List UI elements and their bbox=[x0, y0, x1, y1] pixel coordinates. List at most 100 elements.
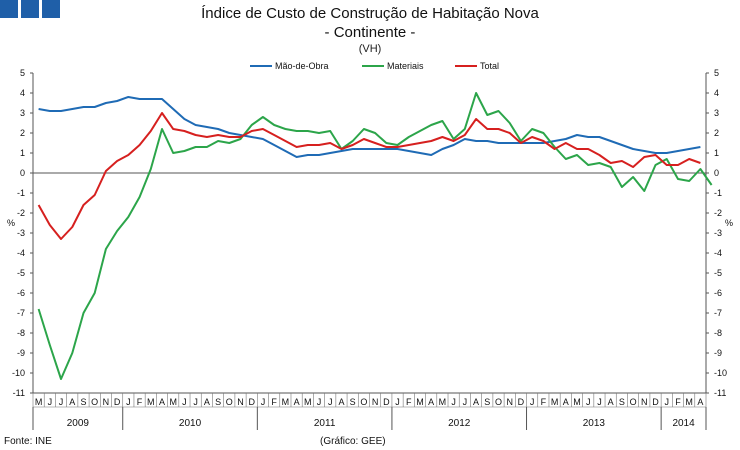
month-label: F bbox=[541, 397, 547, 407]
y-tick-label-right: 4 bbox=[714, 88, 719, 98]
chart-title-block: Índice de Custo de Construção de Habitaç… bbox=[0, 4, 740, 56]
month-label: J bbox=[59, 397, 64, 407]
y-tick-label-right: 0 bbox=[714, 168, 719, 178]
y-tick-label-right: -6 bbox=[714, 288, 722, 298]
month-label: M bbox=[551, 397, 559, 407]
year-label: 2014 bbox=[672, 418, 695, 429]
legend-label: Mão-de-Obra bbox=[275, 61, 329, 71]
month-label: J bbox=[664, 397, 669, 407]
y-tick-label-right: 1 bbox=[714, 148, 719, 158]
y-tick-label-left: -1 bbox=[17, 188, 25, 198]
y-tick-label-right: -5 bbox=[714, 268, 722, 278]
y-tick-label-right: -11 bbox=[714, 388, 726, 398]
y-tick-label-right: 2 bbox=[714, 128, 719, 138]
year-label: 2011 bbox=[314, 418, 336, 429]
month-label: N bbox=[372, 397, 379, 407]
y-tick-label-left: -8 bbox=[17, 328, 25, 338]
y-tick-label-right: -9 bbox=[714, 348, 722, 358]
month-label: J bbox=[317, 397, 322, 407]
month-label: J bbox=[182, 397, 187, 407]
month-label: F bbox=[137, 397, 143, 407]
y-tick-label-left: -7 bbox=[17, 308, 25, 318]
month-label: J bbox=[328, 397, 333, 407]
series-line bbox=[37, 112, 701, 240]
month-label: O bbox=[226, 397, 233, 407]
month-label: D bbox=[652, 397, 659, 407]
month-label: J bbox=[261, 397, 266, 407]
month-label: M bbox=[416, 397, 424, 407]
y-tick-label-right: -8 bbox=[714, 328, 722, 338]
source-note: Fonte: INE bbox=[4, 436, 52, 447]
y-tick-label-left: 5 bbox=[20, 68, 25, 78]
y-tick-label-left: -2 bbox=[17, 208, 25, 218]
month-label: N bbox=[641, 397, 648, 407]
y-tick-label-right: -3 bbox=[714, 228, 722, 238]
chart-title-region: - Continente - bbox=[324, 24, 416, 41]
month-label: F bbox=[271, 397, 277, 407]
series-line bbox=[38, 96, 701, 158]
month-label: J bbox=[193, 397, 198, 407]
month-label: M bbox=[147, 397, 155, 407]
y-tick-label-left: 4 bbox=[20, 88, 25, 98]
month-label: J bbox=[48, 397, 53, 407]
y-tick-label-left: -4 bbox=[17, 248, 25, 258]
y-tick-label-right: -1 bbox=[714, 188, 722, 198]
month-label: D bbox=[248, 397, 255, 407]
month-label: M bbox=[35, 397, 43, 407]
chart-subtitle: (VH) bbox=[358, 43, 382, 55]
y-tick-label-left: -6 bbox=[17, 288, 25, 298]
month-label: M bbox=[282, 397, 290, 407]
month-label: M bbox=[169, 397, 177, 407]
y-tick-label-right: 5 bbox=[714, 68, 719, 78]
month-label: J bbox=[597, 397, 602, 407]
y-tick-label-left: -9 bbox=[17, 348, 25, 358]
y-axis-label-right: % bbox=[725, 218, 733, 228]
legend-label: Total bbox=[480, 61, 499, 71]
month-label: M bbox=[304, 397, 312, 407]
year-label: 2009 bbox=[67, 418, 90, 429]
month-label: A bbox=[697, 397, 703, 407]
month-label: A bbox=[294, 397, 300, 407]
year-label: 2010 bbox=[179, 418, 202, 429]
legend-label: Materiais bbox=[387, 61, 424, 71]
month-label: S bbox=[350, 397, 356, 407]
month-label: O bbox=[91, 397, 98, 407]
month-label: D bbox=[114, 397, 121, 407]
month-label: J bbox=[530, 397, 535, 407]
month-label: M bbox=[685, 397, 693, 407]
y-tick-label-left: 3 bbox=[20, 108, 25, 118]
month-label: J bbox=[463, 397, 468, 407]
logo-square bbox=[21, 0, 39, 18]
month-label: J bbox=[395, 397, 400, 407]
month-label: S bbox=[484, 397, 490, 407]
month-label: O bbox=[630, 397, 637, 407]
month-label: N bbox=[103, 397, 110, 407]
y-tick-label-left: -11 bbox=[13, 388, 25, 398]
logo-square bbox=[42, 0, 60, 18]
month-label: J bbox=[451, 397, 456, 407]
month-label: A bbox=[473, 397, 479, 407]
chart-title: Índice de Custo de Construção de Habitaç… bbox=[201, 5, 539, 22]
y-tick-label-right: -7 bbox=[714, 308, 722, 318]
logo-square bbox=[0, 0, 18, 18]
y-tick-label-left: 0 bbox=[20, 168, 25, 178]
y-tick-label-left: -10 bbox=[12, 368, 25, 378]
month-label: A bbox=[204, 397, 210, 407]
month-label: A bbox=[608, 397, 614, 407]
y-tick-label-right: 3 bbox=[714, 108, 719, 118]
month-label: D bbox=[383, 397, 390, 407]
month-label: O bbox=[360, 397, 367, 407]
month-label: S bbox=[619, 397, 625, 407]
month-label: S bbox=[215, 397, 221, 407]
y-tick-label-left: 1 bbox=[20, 148, 25, 158]
year-label: 2013 bbox=[583, 418, 606, 429]
series-line bbox=[37, 92, 713, 380]
month-label: A bbox=[159, 397, 165, 407]
month-label: N bbox=[506, 397, 513, 407]
y-tick-label-left: -3 bbox=[17, 228, 25, 238]
y-axis-label-left: % bbox=[7, 218, 15, 228]
year-label: 2012 bbox=[448, 418, 471, 429]
month-label: A bbox=[338, 397, 344, 407]
y-tick-label-right: -10 bbox=[714, 368, 727, 378]
